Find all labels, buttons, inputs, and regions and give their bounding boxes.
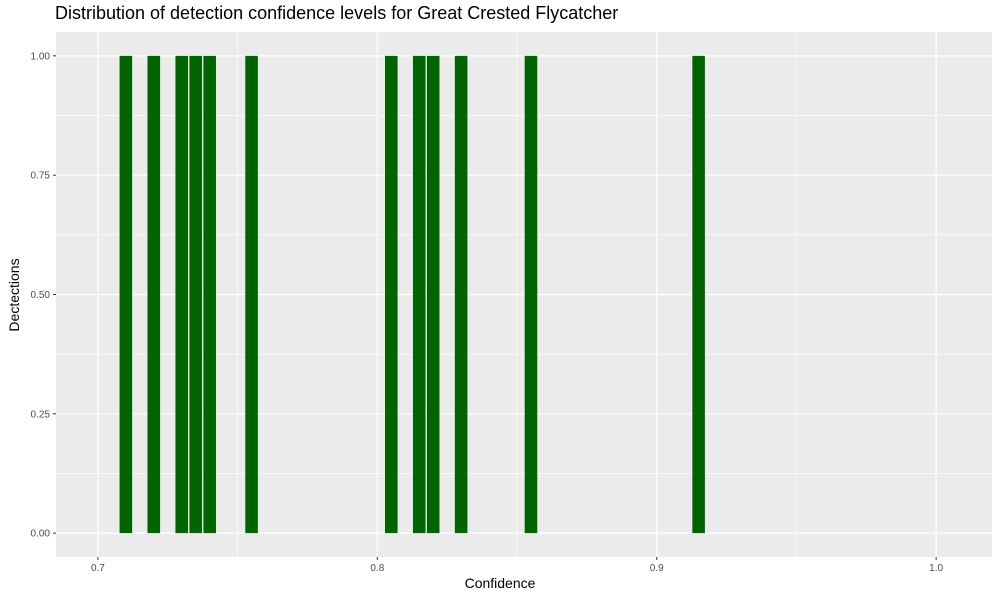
bar (692, 55, 705, 534)
bar (189, 55, 202, 534)
x-tick-label: 0.9 (650, 563, 664, 574)
bar (426, 55, 440, 534)
bar (175, 55, 189, 534)
bar (245, 55, 258, 534)
y-tick-label: 0.25 (31, 409, 51, 420)
x-axis-title: Confidence (464, 575, 536, 591)
bar (454, 55, 468, 534)
bar (384, 55, 398, 534)
y-axis: 0.00 0.25 0.50 0.75 1.00 (31, 51, 56, 540)
x-axis: 0.7 0.8 0.9 1.0 (91, 557, 944, 574)
y-tick-label: 0.50 (31, 290, 51, 301)
bar (412, 55, 426, 534)
chart-title: Distribution of detection confidence lev… (55, 3, 619, 23)
bar (524, 55, 538, 534)
x-tick-label: 1.0 (929, 563, 943, 574)
bar (119, 55, 133, 534)
bar (203, 55, 216, 534)
y-tick-label: 0.00 (31, 529, 51, 540)
x-tick-label: 0.7 (91, 563, 105, 574)
x-tick-label: 0.8 (370, 563, 384, 574)
bar (147, 55, 161, 534)
y-tick-label: 0.75 (31, 171, 51, 182)
bars (119, 55, 705, 534)
y-tick-label: 1.00 (31, 51, 51, 62)
